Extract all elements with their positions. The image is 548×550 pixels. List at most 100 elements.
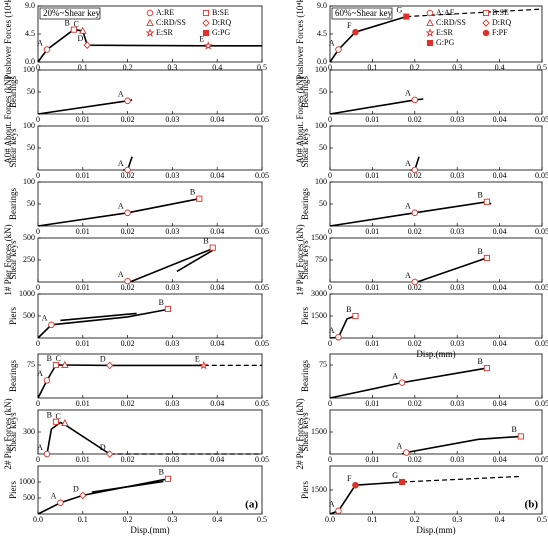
state-label: G <box>397 5 403 14</box>
state-label: E <box>195 354 200 363</box>
y-tick-label: 100 <box>23 177 35 186</box>
x-tick-label: 0.03 <box>165 227 179 236</box>
plot-frame <box>37 69 263 115</box>
state-label: B <box>478 247 483 256</box>
y-tick-label: 0.0 <box>25 57 35 66</box>
legend-marker <box>202 19 210 27</box>
state-marker <box>164 305 171 313</box>
legend-marker <box>426 39 434 47</box>
legend-marker <box>426 9 434 17</box>
x-tick-label: 0.05 <box>255 115 269 124</box>
y-tick-label: 75 <box>319 360 327 369</box>
y-axis-label: Piers <box>300 307 310 325</box>
legend-label: D:RQ <box>212 18 231 27</box>
state-label: G <box>392 471 398 480</box>
x-tick-label: 0.04 <box>210 283 224 292</box>
annotation-box <box>39 7 101 20</box>
x-tick-label: 0.02 <box>408 171 422 180</box>
x-tick-label: 0.04 <box>493 455 507 464</box>
x-tick-label: 0.0 <box>33 515 43 524</box>
x-tick-label: 0.5 <box>257 63 267 72</box>
x-tick-label: 0 <box>36 115 40 124</box>
y-axis-label: Bearings <box>8 360 18 392</box>
y-axis-label: Shear keys <box>8 240 18 280</box>
state-marker <box>79 26 87 34</box>
y-tick-label: 3000 <box>311 289 327 298</box>
group-label: 1# Pier Forces (kN) <box>295 224 305 295</box>
plot-frame <box>37 293 263 339</box>
x-tick-label: 0.05 <box>255 283 269 292</box>
state-marker <box>43 377 51 384</box>
state-marker <box>83 41 91 50</box>
x-tick-label: 0.02 <box>121 227 135 236</box>
x-tick-label: 0.01 <box>76 339 90 348</box>
state-marker <box>70 26 77 33</box>
curve <box>37 308 169 339</box>
state-label: F <box>347 21 352 30</box>
state-marker <box>79 491 87 500</box>
state-label: B <box>159 298 164 307</box>
y-tick-label: 100 <box>23 65 35 74</box>
x-tick-label: 0 <box>36 339 40 348</box>
curve <box>176 249 214 273</box>
x-tick-label: 0.01 <box>365 227 379 236</box>
x-tick-label: 0.03 <box>450 115 464 124</box>
x-tick-label: 0.02 <box>121 283 135 292</box>
y-tick-label: 9.0 <box>317 1 327 10</box>
state-label: A <box>392 371 398 380</box>
state-label: D <box>100 443 106 452</box>
x-tick-label: 0.04 <box>493 171 507 180</box>
x-tick-label: 0.03 <box>450 227 464 236</box>
state-label: A <box>118 90 124 99</box>
legend-label: E:SR <box>436 28 454 37</box>
x-tick-label: 0.5 <box>537 63 547 72</box>
x-tick-label: 0.03 <box>450 339 464 348</box>
x-tick-label: 0.02 <box>408 455 422 464</box>
x-tick-label: 0.03 <box>165 339 179 348</box>
y-tick-label: 50 <box>319 87 327 96</box>
state-marker <box>411 96 419 104</box>
y-tick-label: 1500 <box>311 311 327 320</box>
state-marker <box>48 321 55 329</box>
x-tick-label: 0.5 <box>537 515 547 524</box>
state-marker <box>398 379 406 386</box>
x-tick-label: 0.03 <box>450 399 464 408</box>
state-marker <box>399 478 406 486</box>
x-tick-label: 0.05 <box>255 339 269 348</box>
legend-marker <box>482 9 490 17</box>
x-tick-label: 0.01 <box>365 455 379 464</box>
state-label: B <box>346 305 351 314</box>
y-axis-label: Bearings <box>300 76 310 108</box>
state-label: B <box>47 411 52 420</box>
x-tick-label: 0.04 <box>210 115 224 124</box>
x-tick-label: 0.02 <box>408 283 422 292</box>
x-tick-label: 0 <box>328 399 332 408</box>
y-tick-label: 100 <box>315 121 327 130</box>
state-marker <box>335 46 342 53</box>
state-label: D <box>77 34 83 43</box>
y-tick-label: 0.0 <box>317 57 327 66</box>
state-label: A <box>405 202 411 211</box>
x-tick-label: 0.03 <box>450 171 464 180</box>
y-axis-label: Bearings <box>8 76 18 108</box>
y-axis-label: Shear keys <box>8 128 18 168</box>
x-tick-label: 0.01 <box>365 115 379 124</box>
x-tick-label: 0.03 <box>165 283 179 292</box>
plot-frame <box>37 125 263 171</box>
state-marker <box>403 449 410 456</box>
state-marker <box>61 419 69 427</box>
y-tick-label: 9.0 <box>25 1 35 10</box>
state-label: A <box>405 159 411 168</box>
x-tick-label: 0.4 <box>495 515 505 524</box>
y-tick-label: 250 <box>23 255 35 264</box>
legend-label: G:PG <box>212 28 230 37</box>
curve <box>329 481 403 515</box>
state-label: A <box>405 89 411 98</box>
group-label: Pushover Forces (10⁴kN) <box>3 0 13 80</box>
curve <box>402 475 521 483</box>
legend-label: C:RD/SS <box>436 18 466 27</box>
x-tick-label: 0 <box>328 115 332 124</box>
y-tick-label: 750 <box>315 255 327 264</box>
x-tick-label: 0.04 <box>493 227 507 236</box>
y-tick-label: 500 <box>23 493 35 502</box>
